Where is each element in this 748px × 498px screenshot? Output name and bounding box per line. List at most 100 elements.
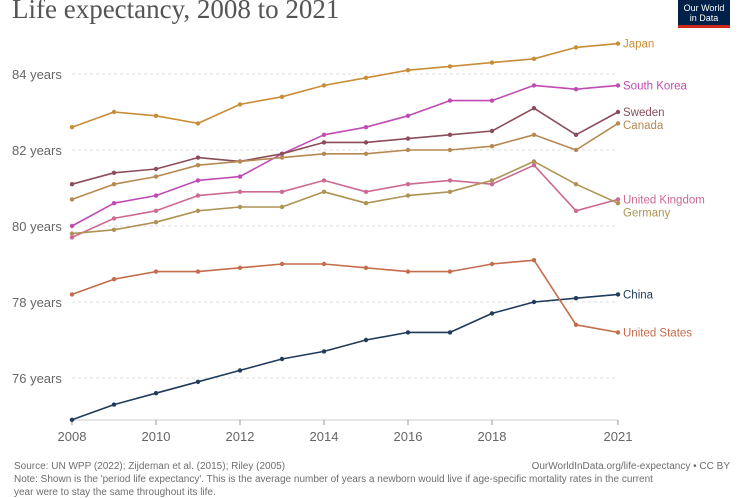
data-point[interactable] <box>69 235 75 240</box>
data-point[interactable] <box>153 391 159 396</box>
data-point[interactable] <box>405 113 411 119</box>
data-point[interactable] <box>447 330 453 335</box>
data-point[interactable] <box>279 356 285 362</box>
data-point[interactable] <box>237 102 243 107</box>
data-point[interactable] <box>573 87 579 92</box>
data-point[interactable] <box>447 132 453 137</box>
data-point[interactable] <box>405 68 411 73</box>
data-point[interactable] <box>489 311 495 316</box>
data-point[interactable] <box>363 151 369 156</box>
data-point[interactable] <box>111 402 117 407</box>
data-point[interactable] <box>573 182 579 187</box>
data-point[interactable] <box>153 166 159 172</box>
data-point[interactable] <box>111 216 117 221</box>
data-point[interactable] <box>363 265 369 270</box>
data-point[interactable] <box>489 182 495 187</box>
data-point[interactable] <box>489 60 495 65</box>
data-point[interactable] <box>531 132 537 137</box>
data-point[interactable] <box>531 163 537 168</box>
data-point[interactable] <box>321 261 327 267</box>
series-line[interactable] <box>71 259 619 334</box>
data-point[interactable] <box>447 147 453 153</box>
data-point[interactable] <box>489 178 495 183</box>
data-point[interactable] <box>321 83 327 88</box>
data-point[interactable] <box>615 83 621 88</box>
data-point[interactable] <box>153 193 159 198</box>
data-point[interactable] <box>195 163 201 168</box>
data-point[interactable] <box>405 193 411 198</box>
data-point[interactable] <box>111 227 117 232</box>
data-point[interactable] <box>195 208 201 213</box>
data-point[interactable] <box>489 128 495 134</box>
data-point[interactable] <box>237 189 243 194</box>
data-point[interactable] <box>447 178 453 183</box>
data-point[interactable] <box>321 132 327 137</box>
data-point[interactable] <box>447 64 453 69</box>
data-point[interactable] <box>363 201 369 206</box>
data-point[interactable] <box>279 189 285 194</box>
data-point[interactable] <box>363 189 369 194</box>
data-point[interactable] <box>279 261 285 267</box>
data-point[interactable] <box>615 201 621 206</box>
data-point[interactable] <box>69 292 75 297</box>
data-point[interactable] <box>615 41 621 46</box>
data-point[interactable] <box>195 155 201 160</box>
data-point[interactable] <box>321 140 327 145</box>
data-point[interactable] <box>531 106 537 111</box>
data-point[interactable] <box>489 144 495 149</box>
data-point[interactable] <box>237 265 243 270</box>
series-line[interactable] <box>71 107 619 185</box>
data-point[interactable] <box>195 269 201 274</box>
data-point[interactable] <box>405 269 411 274</box>
data-point[interactable] <box>531 56 537 61</box>
data-point[interactable] <box>405 136 411 141</box>
data-point[interactable] <box>69 197 75 202</box>
series-line[interactable] <box>71 122 619 201</box>
data-point[interactable] <box>321 151 327 156</box>
data-point[interactable] <box>321 349 327 354</box>
data-point[interactable] <box>405 182 411 187</box>
data-point[interactable] <box>279 151 285 156</box>
data-point[interactable] <box>363 125 369 130</box>
data-point[interactable] <box>573 147 579 153</box>
data-point[interactable] <box>447 189 453 194</box>
data-point[interactable] <box>69 231 75 236</box>
data-point[interactable] <box>363 337 369 343</box>
data-point[interactable] <box>531 258 537 263</box>
data-point[interactable] <box>279 94 285 100</box>
data-point[interactable] <box>531 159 537 164</box>
data-point[interactable] <box>531 83 537 88</box>
data-point[interactable] <box>489 261 495 267</box>
data-point[interactable] <box>111 170 117 175</box>
data-point[interactable] <box>573 296 579 301</box>
data-point[interactable] <box>615 197 621 202</box>
data-point[interactable] <box>279 204 285 210</box>
data-point[interactable] <box>447 98 453 103</box>
data-point[interactable] <box>111 201 117 206</box>
data-point[interactable] <box>195 193 201 198</box>
data-point[interactable] <box>237 159 243 164</box>
data-point[interactable] <box>447 269 453 274</box>
data-point[interactable] <box>153 208 159 213</box>
data-point[interactable] <box>69 125 75 130</box>
series-line[interactable] <box>71 164 619 239</box>
data-point[interactable] <box>237 204 243 210</box>
data-point[interactable] <box>615 292 621 297</box>
data-point[interactable] <box>573 45 579 50</box>
data-point[interactable] <box>531 299 537 305</box>
data-point[interactable] <box>153 174 159 179</box>
data-point[interactable] <box>363 75 369 81</box>
series-line[interactable] <box>71 42 619 128</box>
data-point[interactable] <box>573 132 579 137</box>
data-point[interactable] <box>69 417 75 422</box>
data-point[interactable] <box>405 147 411 153</box>
data-point[interactable] <box>321 189 327 194</box>
data-point[interactable] <box>195 379 201 384</box>
data-point[interactable] <box>573 322 579 327</box>
data-point[interactable] <box>237 368 243 373</box>
data-point[interactable] <box>69 182 75 187</box>
data-point[interactable] <box>321 178 327 183</box>
series-line[interactable] <box>71 84 619 227</box>
data-point[interactable] <box>111 182 117 187</box>
data-point[interactable] <box>237 174 243 179</box>
